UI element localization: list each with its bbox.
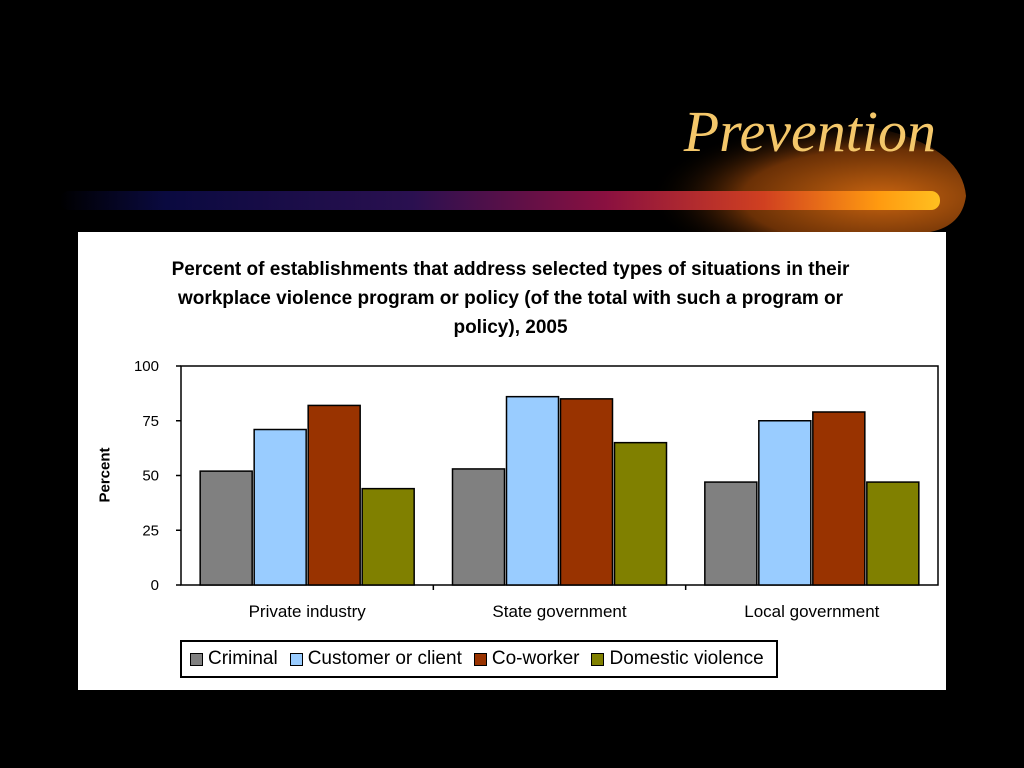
legend-label: Criminal [208,648,278,669]
bar [559,398,614,586]
chart-legend: Criminal Customer or client Co-worker Do… [180,640,778,678]
bar [812,411,866,586]
legend-swatch [289,652,303,666]
y-tick-label: 100 [134,358,159,375]
y-tick-label: 75 [142,413,159,430]
x-tick-label: State government [492,602,626,621]
legend-item: Co-worker [473,648,580,670]
legend-item: Criminal [190,648,278,670]
bar [704,481,758,586]
bar [361,487,415,586]
legend-label: Domestic violence [609,648,764,669]
legend-label: Co-worker [491,648,580,669]
legend-swatch [190,652,203,666]
chart-title: Percent of establishments that address s… [171,259,850,338]
chart-plot: 0 25 50 75 100 Private industry State governme… [134,358,939,621]
legend-swatch [473,652,487,666]
bar [307,404,361,586]
slide-title: Prevention [683,99,936,164]
bar [253,428,307,586]
x-tick-label: Private industry [249,602,367,621]
bar [199,470,253,586]
y-tick-label: 0 [151,577,159,594]
bar [613,441,668,586]
bar [866,481,920,586]
title-decoration [60,116,966,232]
bar [758,420,812,586]
legend-item: Customer or client [289,648,462,670]
bar [505,395,560,586]
y-tick-label: 50 [142,468,159,485]
legend-label: Customer or client [307,648,462,669]
bar [451,468,506,586]
legend-item: Domestic violence [591,648,764,670]
y-axis-label: Percent [96,447,114,503]
x-tick-label: Local government [744,602,879,621]
chart-panel: 0 25 50 75 100 Private industry State governme… [78,232,946,690]
legend-swatch [591,652,605,666]
y-tick-label: 25 [142,522,159,539]
